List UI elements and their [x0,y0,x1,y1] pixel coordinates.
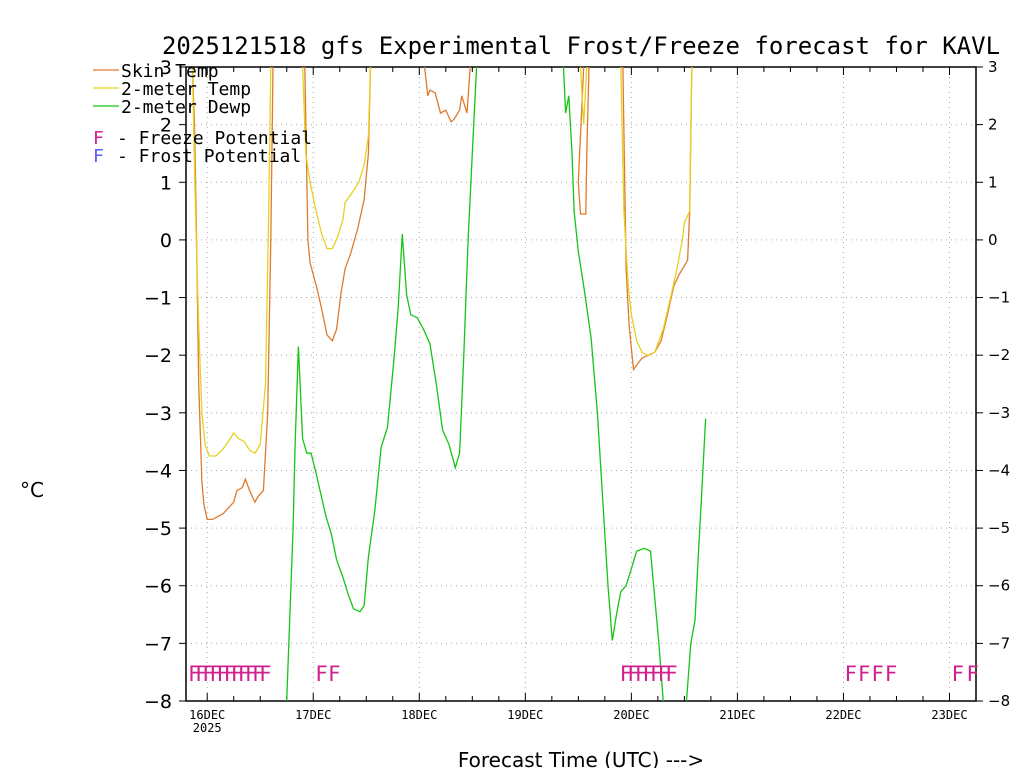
y-axis-label: °C [20,478,44,502]
y-tick-label-left: −5 [144,518,172,540]
freeze-mark: F [643,662,655,686]
freeze-mark: F [238,662,250,686]
legend-glyph: F [93,146,104,167]
x-tick-label: 18DEC [401,708,437,722]
y-tick-label-right: −8 [988,692,1010,710]
y-tick-label-right: 2 [988,116,998,134]
x-tick-label: 17DEC [295,708,331,722]
legend-label: Skin Temp [121,61,219,82]
freeze-mark: F [188,662,200,686]
freeze-mark: F [210,662,222,686]
freeze-mark: F [967,662,979,686]
y-tick-label-right: −1 [988,289,1010,307]
x-tick-label: 19DEC [507,708,543,722]
legend-label: - Freeze Potential [117,128,312,149]
grid-lines [186,67,976,701]
x-tick-label: 16DEC [189,708,225,722]
legend-label: 2-meter Dewp [121,97,251,118]
series-2-meter-dewp [286,67,707,701]
y-tick-label-right: −5 [988,519,1010,537]
y-tick-label-right: −7 [988,634,1010,652]
freeze-mark: F [658,662,670,686]
series-line-segment [579,67,588,125]
freeze-mark: F [620,662,632,686]
y-tick-label-right: 1 [988,173,998,191]
legend-label: 2-meter Temp [121,79,251,100]
freeze-mark: F [845,662,857,686]
y-tick-label-left: −1 [144,288,172,310]
plot-frame [185,66,977,702]
y-tick-label-left: −3 [144,403,172,425]
freeze-mark: F [252,662,264,686]
series-line-segment [620,67,693,356]
y-tick-label-right: −2 [988,346,1010,364]
y-tick-label-right: −3 [988,404,1010,422]
series-line-segment [191,67,274,521]
series-line-segment [423,67,471,123]
x-tick-label: 22DEC [825,708,861,722]
y-tick-label-left: −2 [144,345,172,367]
legend-label: - Frost Potential [117,146,301,167]
series-line-segment [562,67,664,701]
x-axis-label: Forecast Time (UTC) ---> [458,748,704,768]
chart-title: 2025121518 gfs Experimental Frost/Freeze… [162,32,1000,60]
freeze-mark: F [635,662,647,686]
series-line-segment [622,67,693,372]
y-tick-label-right: −6 [988,577,1010,595]
series-line-segment [286,67,478,701]
freeze-mark: F [952,662,964,686]
y-tick-label-left: −7 [144,633,172,655]
series-line-segment [685,418,707,701]
freeze-mark: F [316,662,328,686]
freeze-mark: F [885,662,897,686]
x-tick-label: 20DEC [613,708,649,722]
series-2-meter-temp [191,67,693,457]
y-tick-label-left: −6 [144,576,172,598]
y-tick-label-left: −4 [144,460,172,482]
freeze-mark: F [231,662,243,686]
series-line-segment [301,67,372,250]
series-line-segment [577,67,590,215]
freeze-mark: F [203,662,215,686]
freeze-mark: F [666,662,678,686]
y-tick-label-left: 1 [160,172,172,194]
freeze-mark: F [628,662,640,686]
y-tick-label-right: 0 [988,231,998,249]
y-tick-label-left: −8 [144,691,172,713]
freeze-mark: F [259,662,271,686]
freeze-mark: F [858,662,870,686]
freeze-mark: F [650,662,662,686]
x-tick-sublabel: 2025 [193,721,222,735]
freeze-mark: F [196,662,208,686]
series-line-segment [191,67,272,457]
axes: −8 −8 −7 −7 −6 −6 −5 −5 −4 −4 −3 −3 −2 −2 −1 −1 0 0 1 1 2 2 3 3… [144,57,1010,735]
legend-glyph: F [93,128,104,149]
x-tick-label: 23DEC [931,708,967,722]
freeze-mark: F [245,662,257,686]
x-tick-label: 21DEC [719,708,755,722]
series-skin-temp [191,67,693,521]
y-tick-label-right: 3 [988,58,998,76]
y-tick-label-left: 0 [160,230,172,252]
series-line-segment [304,67,372,343]
y-tick-label-left: 2 [160,115,172,137]
freeze-mark: F [217,662,229,686]
freeze-mark: F [224,662,236,686]
freeze-mark: F [872,662,884,686]
y-tick-label-left: 3 [160,57,172,79]
series-lines [191,67,707,701]
y-tick-label-right: −4 [988,461,1010,479]
freeze-mark: F [328,662,340,686]
